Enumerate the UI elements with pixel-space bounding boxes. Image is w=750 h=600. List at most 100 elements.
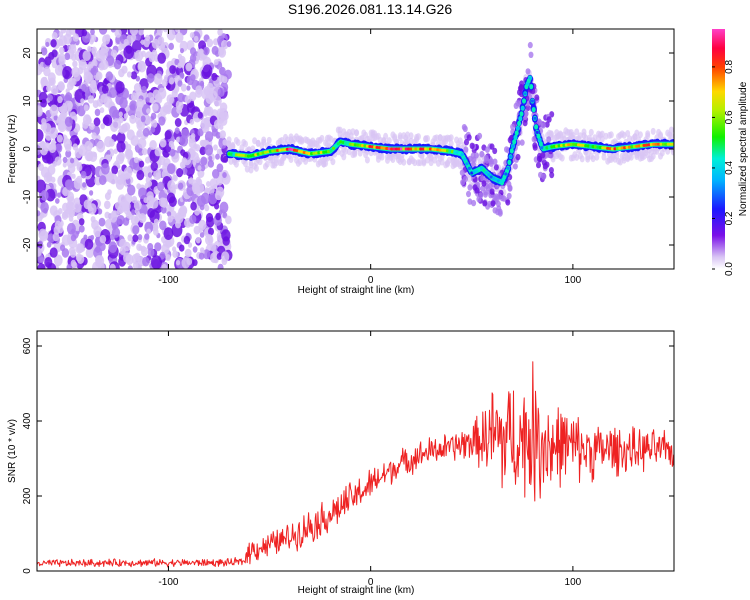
spectrogram-noise-cell xyxy=(70,234,77,242)
spectrogram-ridge-core xyxy=(445,149,450,153)
spectrogram-noise-cell xyxy=(176,260,181,266)
spectrogram-ridge-core xyxy=(433,147,437,152)
spectrogram-ridge-core xyxy=(441,148,445,152)
spectrogram-halo-cell xyxy=(645,130,651,138)
spectrogram-noise-cell xyxy=(47,72,56,83)
spectrogram-ridge-core xyxy=(365,144,369,148)
spectrogram-noise-cell xyxy=(118,111,123,118)
spectrogram-noise-cell xyxy=(130,33,137,41)
spectrogram-noise-cell xyxy=(123,113,129,119)
spectrogram-noise-cell xyxy=(168,77,175,85)
spectrogram-noise-cell xyxy=(214,202,220,210)
spectrogram-scatter-cell xyxy=(519,80,525,87)
spectrogram-noise-cell xyxy=(204,144,214,156)
spectrogram-noise-cell xyxy=(68,215,74,222)
spectrogram-noise-cell xyxy=(109,106,118,118)
spectrogram-ridge-core xyxy=(591,145,595,149)
spectrogram-noise-cell xyxy=(104,200,111,210)
spectrogram-scatter-cell xyxy=(463,175,468,183)
spectrogram-noise-cell xyxy=(51,32,58,40)
spectrogram-ridge-core xyxy=(356,143,360,147)
spectrogram-noise-cell xyxy=(211,72,218,81)
spectrogram-halo-cell xyxy=(668,126,674,134)
spectrogram-ridge-core xyxy=(516,126,520,130)
spectrogram-halo-cell xyxy=(261,136,267,144)
spectrogram-noise-cell xyxy=(179,206,187,216)
spectrogram-noise-cell xyxy=(141,85,147,94)
spectrogram-halo-cell xyxy=(434,134,440,142)
spectrogram-ridge-core xyxy=(239,153,243,157)
spectrogram-ridge-core xyxy=(593,145,598,149)
spectrogram-ridge-core xyxy=(661,142,666,146)
spectrogram-ridge-core xyxy=(450,150,454,154)
spectrogram-ridge-core xyxy=(327,150,331,154)
spectrogram-noise-cell xyxy=(151,119,158,129)
spectrogram-noise-cell xyxy=(195,85,203,94)
spectrogram-noise-cell xyxy=(37,263,46,269)
spectrogram-halo-cell xyxy=(548,130,554,138)
spectrogram-ridge-core xyxy=(586,144,590,148)
spectrogram-ridge-core xyxy=(397,147,401,151)
spectrogram-ridge-core xyxy=(528,76,532,80)
spectrogram-noise-cell xyxy=(141,148,148,156)
spectrogram-noise-cell xyxy=(153,218,159,225)
spectrogram-ytick-label: 20 xyxy=(22,47,33,59)
spectrogram-noise-cell xyxy=(168,42,174,51)
spectrogram-noise-cell xyxy=(205,92,214,104)
spectrogram-ridge-core xyxy=(329,149,333,153)
spectrogram-noise-cell xyxy=(109,173,118,185)
spectrogram-noise-cell xyxy=(87,203,97,215)
spectrogram-noise-cell xyxy=(91,132,97,140)
spectrogram-ridge-core xyxy=(598,145,603,150)
spectrogram-noise-cell xyxy=(226,41,232,48)
spectrogram-ytick-label: -10 xyxy=(22,189,33,204)
spectrogram-scatter-cell xyxy=(459,169,465,176)
spectrogram-noise-cell xyxy=(104,136,113,148)
spectrogram-noise-cell xyxy=(61,234,71,246)
spectrogram-noise-cell xyxy=(127,234,133,242)
spectrogram-xtick-label: -100 xyxy=(158,275,178,286)
spectrogram-noise-cell xyxy=(206,38,214,48)
spectrogram-noise-cell xyxy=(154,242,162,252)
spectrogram-ridge-core xyxy=(317,151,321,155)
spectrogram-ridge-core xyxy=(353,143,357,147)
spectrogram-marks xyxy=(37,29,674,269)
spectrogram-scatter-cell xyxy=(461,124,467,131)
spectrogram-noise-cell xyxy=(84,140,93,152)
spectrogram-ridge-core xyxy=(494,178,498,182)
spectrogram-noise-cell xyxy=(197,128,204,137)
spectrogram-ridge-core xyxy=(567,143,571,147)
spectrogram-noise-cell xyxy=(125,254,134,266)
spectrogram-noise-cell xyxy=(40,98,47,108)
spectrogram-ridge-core xyxy=(652,142,656,146)
spectrogram-noise-cell xyxy=(177,92,185,103)
spectrogram-noise-cell xyxy=(76,163,83,172)
spectrogram-halo-cell xyxy=(628,153,634,161)
spectrogram-noise-cell xyxy=(115,81,125,94)
spectrogram-noise-cell xyxy=(40,190,49,201)
spectrogram-noise-cell xyxy=(142,256,150,267)
spectrogram-noise-cell xyxy=(90,29,95,36)
spectrogram-halo-cell xyxy=(408,137,414,145)
spectrogram-noise-cell xyxy=(54,143,63,153)
spectrogram-noise-cell xyxy=(196,195,206,207)
snr-panel: -100 0 100 0 200 400 600 Height of straight li… xyxy=(7,330,675,596)
spectrogram-noise-cell xyxy=(84,149,94,162)
spectrogram-noise-cell xyxy=(54,220,62,230)
spectrogram-noise-cell xyxy=(107,189,112,196)
spectrogram-noise-cell xyxy=(110,29,116,33)
spectrogram-noise-cell xyxy=(133,156,139,164)
spectrogram-scatter-cell xyxy=(507,185,513,192)
spectrogram-noise-cell xyxy=(65,150,72,158)
spectrogram-noise-cell xyxy=(43,172,53,183)
spectrogram-noise-cell xyxy=(206,82,214,92)
spectrogram-noise-cell xyxy=(70,53,77,61)
spectrogram-ridge-core xyxy=(392,147,396,151)
spectrogram-noise-cell xyxy=(181,128,190,139)
spectrogram-noise-cell xyxy=(119,238,127,249)
spectrogram-halo-cell xyxy=(579,155,585,163)
spectrogram-noise-cell xyxy=(77,105,86,117)
spectrogram-ridge-mid xyxy=(509,148,514,154)
